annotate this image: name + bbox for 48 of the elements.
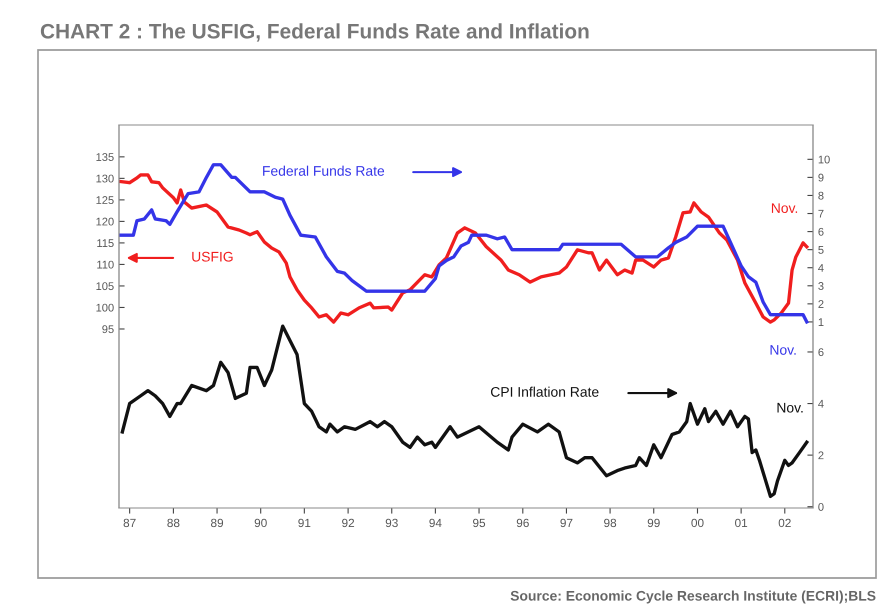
y-tick-label: 115 — [97, 239, 114, 248]
y-tick-label: 135 — [96, 153, 114, 161]
y-tick-label: 120 — [96, 218, 114, 226]
y2-tick-label: 7 — [818, 210, 824, 218]
y-tick-label: 125 — [96, 196, 114, 204]
annotation: Nov. — [772, 203, 798, 214]
x-tick-label: 87 — [124, 518, 136, 528]
x-tick-label: 97 — [560, 518, 572, 528]
x-tick-label: 02 — [778, 518, 791, 528]
source-note: Source: Economic Cycle Research Institute (ECRI);BLS — [510, 590, 876, 604]
x-tick-label: 89 — [210, 518, 224, 528]
x-tick-label: 99 — [648, 518, 660, 528]
y-tick-label: 130 — [96, 174, 114, 182]
y-tick-label: 110 — [97, 260, 114, 269]
y3-tick-label: 0 — [818, 502, 824, 511]
x-tick-label: 98 — [604, 518, 616, 528]
x-tick-label: 95 — [473, 518, 486, 528]
x-tick-label: 90 — [254, 518, 267, 528]
x-tick-label: 94 — [429, 518, 442, 528]
x-tick-label: 93 — [386, 518, 398, 528]
x-tick-label: 96 — [516, 518, 529, 528]
y2-tick-label: 2 — [818, 300, 824, 308]
chart-title: CHART 2 : The USFIG, Federal Funds Rate and Inflation — [40, 23, 589, 42]
x-tick-label: 01 — [735, 518, 748, 528]
y3-tick-label: 6 — [818, 348, 824, 356]
x-tick-label: 92 — [342, 518, 354, 528]
y-tick-label: 95 — [102, 325, 114, 334]
x-tick-label: 91 — [298, 518, 310, 528]
y2-tick-label: 5 — [818, 246, 824, 254]
legend-label: CPI Inflation Rate — [490, 386, 599, 397]
series-label: USFIG — [192, 252, 233, 262]
y2-tick-label: 3 — [818, 282, 824, 290]
legend-label: Federal Funds Rate — [263, 166, 384, 176]
line-series — [120, 324, 808, 498]
y2-tick-label: 4 — [818, 264, 824, 272]
y3-tick-label: 4 — [818, 400, 824, 408]
y-tick-label: 100 — [96, 304, 114, 312]
x-tick-label: 00 — [691, 518, 704, 528]
y2-tick-label: 1 — [818, 318, 824, 326]
y2-tick-label: 6 — [818, 228, 824, 236]
annotation: Nov. — [777, 402, 803, 413]
y3-tick-label: 2 — [818, 451, 824, 460]
annotation: Nov. — [770, 345, 796, 355]
y2-tick-label: 10 — [818, 156, 830, 164]
x-tick-label: 88 — [167, 518, 180, 528]
y-tick-label: 105 — [96, 282, 114, 290]
y2-tick-label: 9 — [818, 174, 824, 182]
y2-tick-label: 8 — [818, 192, 824, 200]
